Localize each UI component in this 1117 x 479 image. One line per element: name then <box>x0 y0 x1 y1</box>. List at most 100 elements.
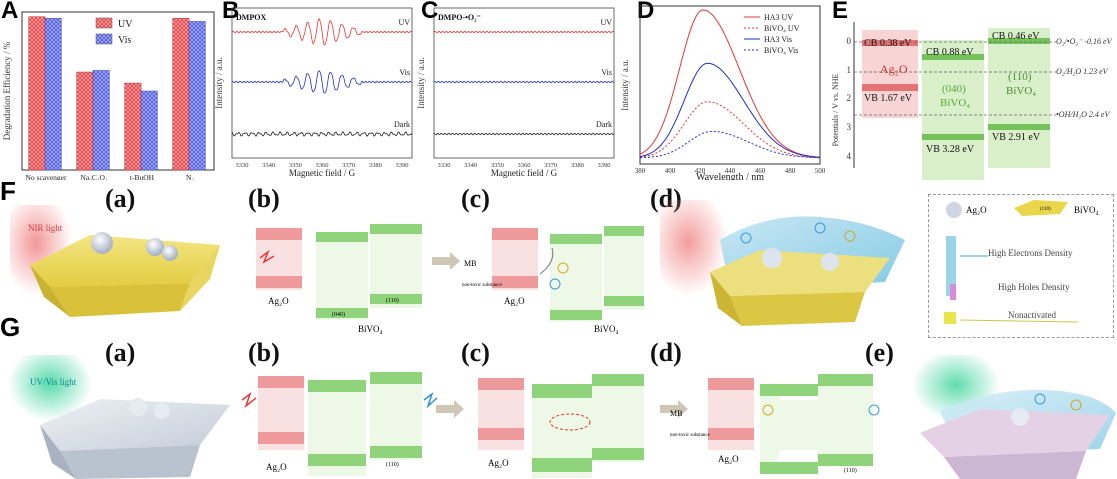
e-tick: 2 <box>847 93 852 103</box>
e-axis-label: Potentials / V vs. NHE <box>831 73 840 146</box>
g-sub-e: (e) <box>865 338 894 367</box>
chartB-series-label: Vis <box>399 68 410 77</box>
panel-letter-g: G <box>0 312 21 342</box>
a-legend-label: UV <box>118 19 133 30</box>
e-redox-o2: O₂/•O₂⁻ -0.16 eV <box>1056 37 1113 46</box>
f-a-crystal-illustration: NIR light <box>10 205 220 317</box>
g-uv-label: UV/Vis light <box>30 377 77 387</box>
chart-d-pl: Intensity / a.u. Wavelength / nm 380 400 420… <box>620 5 826 180</box>
d-xtick: 460 <box>755 167 766 175</box>
a-bar <box>172 18 190 171</box>
a-bar <box>44 18 62 171</box>
d-series-ha3-vis <box>639 62 821 158</box>
a-xtick: Na₂C₂O₄ <box>80 173 107 180</box>
chartB-series-label: UV <box>398 18 410 27</box>
chartB-series-label: Dark <box>394 120 410 129</box>
a-bar <box>92 70 110 171</box>
a-xtick: N₂ <box>186 173 194 180</box>
f-b-110: (110) <box>386 297 399 304</box>
e-040-name-a: (040) <box>942 83 966 95</box>
e-110-name-b: BiVO₄ <box>1006 85 1036 97</box>
e-tick: 4 <box>847 151 852 161</box>
g-d-nontoxic: non-toxic substance <box>670 433 711 438</box>
a-xtick: No scavenger <box>25 173 67 180</box>
d-xtick: 480 <box>785 167 796 175</box>
legend-facet: (110) <box>1040 207 1051 212</box>
chartC-xtick: 3390 <box>598 162 611 169</box>
d-xtick: 420 <box>695 167 706 175</box>
legend-box <box>928 194 1114 338</box>
g-sub-b: (b) <box>248 338 280 367</box>
e-tick: 0 <box>847 36 852 46</box>
a-plot-frame <box>21 11 215 171</box>
f-c-mb: MB <box>464 259 476 268</box>
a-xtick: t-BuOH <box>130 173 155 180</box>
chartC-title: DMPO-•O₂⁻ <box>438 13 481 22</box>
f-b-040: (040) <box>332 311 345 318</box>
chartB-xtick: 3370 <box>342 162 355 169</box>
g-c-band-diagram: Ag₂O <box>478 374 644 478</box>
g-b-band-diagram: Ag₂O (110) <box>241 372 438 476</box>
f-c-bivo4: BiVO₄ <box>594 324 619 334</box>
e-040-name-b: BiVO₄ <box>940 97 970 109</box>
e-ag2o-vb: VB 1.67 eV <box>864 93 913 104</box>
chartB-xtick: 3330 <box>236 162 249 169</box>
g-d-ag2o: Ag₂O <box>718 454 739 464</box>
e-ag2o-name: Ag₂O <box>880 62 908 76</box>
d-legend-label: HA3 Vis <box>764 35 792 44</box>
f-sub-b: (b) <box>248 184 280 213</box>
f-c-nontoxic: non-toxic substance <box>462 283 503 288</box>
f-b-band-diagram: Ag₂O BiVO₄ (040) (110) <box>256 224 422 334</box>
d-xtick: 500 <box>815 167 826 175</box>
chartC-ylabel: Intensity / a.u. <box>416 57 426 109</box>
a-bar <box>188 21 206 171</box>
f-b-ag2o: Ag₂O <box>268 296 289 306</box>
e-redox-oh: •OH/H₂O 2.4 eV <box>1056 110 1110 119</box>
chartB-xtick: 3340 <box>262 162 275 169</box>
f-arrow <box>432 252 460 270</box>
g-sub-d: (d) <box>650 338 682 367</box>
a-ylabel: Degradation Efficiency / % <box>2 41 12 140</box>
d-frame <box>639 5 821 165</box>
f-nir-label: NIR light <box>28 223 63 233</box>
chartC-xtick: 3330 <box>438 162 451 169</box>
chartB-series-vis <box>231 70 413 94</box>
legend-ag2o: Ag₂O <box>966 205 987 215</box>
chartB-title: DMPOX <box>236 13 266 22</box>
d-series-bivo-uv <box>639 101 821 159</box>
g-b-ag2o: Ag₂O <box>266 462 287 472</box>
chartC-series-label: UV <box>600 18 612 27</box>
g-d-110: (110) <box>844 467 857 474</box>
d-ylabel: Intensity / a.u. <box>620 59 630 111</box>
a-legend-swatch <box>95 33 113 45</box>
legend-box-content: Ag₂O (110) BiVO₄ High Electrons Density … <box>944 200 1099 324</box>
chartC-series-uv <box>433 30 615 34</box>
g-c-ag2o: Ag₂O <box>488 458 509 468</box>
d-xtick: 380 <box>635 167 646 175</box>
g-arrow-2 <box>660 400 688 418</box>
e-ag2o-cb: CB 0.38 eV <box>864 38 912 49</box>
legend-high-e: High Electrons Density <box>988 248 1073 258</box>
d-legend-label: HA3 UV <box>764 13 793 22</box>
band-diagram-e: Potentials / V vs. NHE 0 1 2 3 4 CB 0.38… <box>831 22 1113 180</box>
g-e-crystal-illustration <box>912 355 1116 479</box>
chart-a-bar: Degradation Efficiency / % No scavenger Na… <box>2 11 215 180</box>
panel-letter-e: E <box>832 0 849 24</box>
chartB-xtick: 3350 <box>289 162 302 169</box>
panel-letter-f: F <box>0 176 16 206</box>
e-110-cb: CB 0.46 eV <box>992 31 1040 42</box>
chartB-xlabel: Magnetic field / G <box>289 168 356 178</box>
g-arrow <box>436 400 464 418</box>
f-sub-a: (a) <box>105 184 136 213</box>
chartC-series-label: Vis <box>601 68 612 77</box>
legend-nonact: Nonactivated <box>1008 310 1056 320</box>
panel-letter-a: A <box>1 0 19 24</box>
chartB-xtick: 3390 <box>396 162 409 169</box>
chartB-xtick: 3380 <box>369 162 382 169</box>
chartC-xtick: 3360 <box>518 162 531 169</box>
f-c-band-diagram: MB non-toxic substance Ag₂O BiVO₄ <box>462 226 644 334</box>
d-series-bivo-vis <box>639 130 820 159</box>
f-c-ag2o: Ag₂O <box>504 296 525 306</box>
g-d-band-diagram: MB non-toxic substance Ag₂O (110) <box>670 374 880 474</box>
